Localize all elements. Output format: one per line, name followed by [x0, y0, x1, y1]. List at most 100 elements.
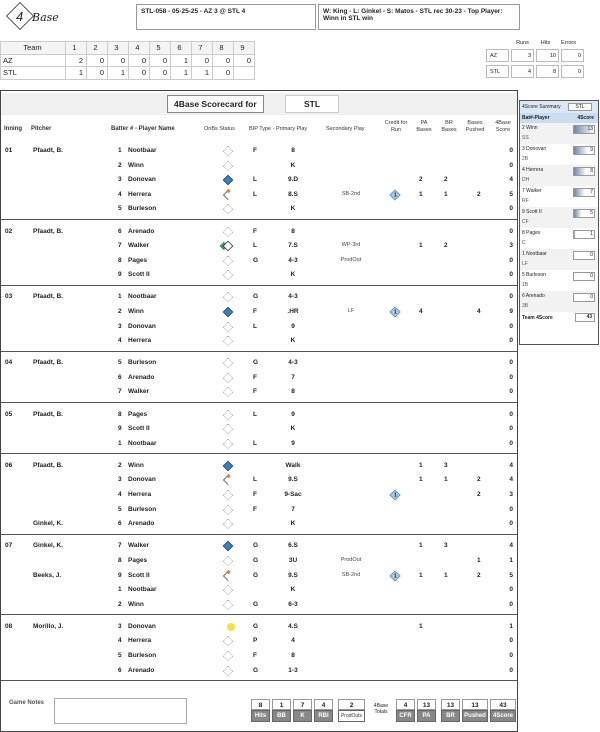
score: 0 [509, 439, 513, 447]
score: 9 [509, 307, 513, 315]
summary-position: SS [522, 135, 529, 141]
inning-runs [233, 66, 255, 80]
batter-name: Walker [128, 242, 150, 250]
score: 0 [509, 227, 513, 235]
summary-position: C [522, 240, 526, 246]
table-row: Ginkel, K. 6 Arenado K 0 [1, 517, 517, 532]
br-bases: 3 [444, 542, 448, 550]
onbase-diamond-icon [222, 269, 234, 281]
summary-item: 1 Nootbaar LF 0 [520, 249, 598, 270]
bip-type: P [253, 637, 258, 645]
cfr-value: 1 [393, 492, 397, 499]
linescore-row: AZ 2 0 0 0 0 1 0 0 0 [0, 53, 255, 67]
batter-name: Winn [128, 461, 144, 469]
onbase-diamond-icon [222, 518, 234, 530]
batter-name: Pages [128, 410, 148, 418]
onbase-diamond-icon [222, 306, 234, 318]
batter-number: 1 [118, 439, 122, 447]
onbase-diamond-icon [222, 174, 234, 186]
stat-rbi-value: 4 [314, 699, 333, 710]
score: 0 [509, 205, 513, 213]
bases-pushed: 2 [477, 571, 481, 579]
bip-type: F [253, 373, 257, 381]
primary-play: 4-3 [288, 256, 298, 264]
inning-number: 06 [5, 461, 13, 469]
primary-play: Walk [285, 461, 301, 469]
batter-number: 3 [118, 476, 122, 484]
table-row: 3 Donovan L 9.D 2 2 4 [1, 173, 517, 188]
inning-header: 4 [128, 41, 150, 55]
score: 0 [509, 652, 513, 660]
inning-header: 2 [86, 41, 108, 55]
total-pa-label: PA [417, 710, 436, 722]
bip-type: F [253, 505, 257, 513]
rhe-header: Errors [561, 40, 576, 46]
onbase-diamond-icon [222, 321, 234, 332]
onbase-diamond-icon [222, 226, 234, 237]
batter-number: 4 [118, 337, 122, 345]
game-notes-input[interactable] [54, 698, 187, 724]
summary-player: 5 Burleson [522, 272, 546, 278]
inning-group: 01 Pfaadt, B. 1 Nootbaar F 8 0 2 Winn K 0 3 Donovan L… [1, 141, 517, 220]
primary-play: 4.S [288, 622, 298, 630]
primary-play: 9.S [288, 571, 298, 579]
primary-play: K [290, 161, 296, 169]
batter-name: Pages [128, 256, 148, 264]
table-row: 6 Arenado G 1-3 0 [1, 664, 517, 679]
onbase-diamond-icon [222, 335, 234, 347]
score: 0 [509, 505, 513, 513]
primary-play: K [290, 271, 296, 279]
inning-runs: 0 [128, 53, 150, 67]
rhe-row: AZ 3 10 0 [486, 49, 584, 62]
bases-pushed: 2 [477, 491, 481, 499]
inning-group: 07 Ginkel, K. 7 Walker G 6.S 1 3 4 8 Pages G 3U ProdO… [1, 536, 517, 616]
batter-number: 4 [118, 491, 122, 499]
inning-number: 02 [5, 227, 13, 235]
summary-score-bar: 5 [573, 209, 595, 218]
table-row: 2 Winn F .HR LF 1 4 4 9 [1, 305, 517, 320]
table-row: 9 Scott II K 0 [1, 422, 517, 437]
col-pushed: Bases Pushed [465, 120, 485, 133]
onbase-diamond-icon [222, 438, 234, 450]
batter-number: 8 [118, 410, 122, 418]
summary-player: 7 Walker [522, 188, 542, 194]
onbase-diamond-icon [222, 599, 234, 611]
summary-player: 8 Pages [522, 230, 541, 236]
total-4score-label: 4Score [490, 710, 516, 722]
secondary-play: ProdOut [340, 556, 362, 563]
bip-type: G [253, 256, 259, 264]
inning-runs: 1 [170, 66, 192, 80]
batter-number: 6 [118, 373, 122, 381]
batter-name: Burleson [128, 359, 157, 367]
onbase-diamond-icon [222, 145, 234, 157]
footer: Game Notes 8 Hits 1 BB 7 K 4 RBI 2 ProdOuts 4 CFR 13… [1, 695, 517, 731]
table-row: 05 Pfaadt, B. 8 Pages L 9 0 [1, 408, 517, 423]
primary-play: 7 [291, 505, 295, 513]
primary-play: 6-3 [288, 600, 298, 608]
primary-play: 4 [291, 637, 295, 645]
primary-play: 9 [291, 439, 295, 447]
summary-item: 8 Pages C 1 [520, 228, 598, 249]
batter-number: 2 [118, 600, 122, 608]
summary-score-bar: 0 [573, 251, 595, 260]
prod-outs-value: 2 [338, 699, 365, 710]
onbase-diamond-icon [222, 255, 234, 266]
batter-number: 5 [118, 205, 122, 213]
line-score: Team 1 2 3 4 5 6 7 8 9 AZ 2 0 0 0 0 1 0 0 0 STL 1 0 1 0 0 1 1 0 [0, 41, 255, 80]
summary-team: STL [568, 103, 592, 111]
scorecard-title: 4Base Scorecard for [167, 95, 264, 113]
inning-number: 07 [5, 542, 13, 550]
summary-score-bar: 13 [573, 125, 595, 134]
summary-player: 9 Scott II [522, 209, 542, 215]
inning-runs: 1 [65, 66, 87, 80]
br-bases: 1 [444, 476, 448, 484]
table-row: 3 Donovan L 9 0 [1, 320, 517, 335]
rhe-errors: 0 [561, 49, 584, 62]
inning-group: 08 Morillo, J. 3 Donovan G 4.S 1 1 4 Herrera P 4 0 5 B… [1, 617, 517, 682]
bip-type: L [253, 190, 257, 198]
batter-number: 3 [118, 622, 122, 630]
onbase-diamond-icon [222, 357, 234, 369]
batter-name: Herrera [128, 491, 152, 499]
batter-name: Donovan [128, 622, 156, 630]
